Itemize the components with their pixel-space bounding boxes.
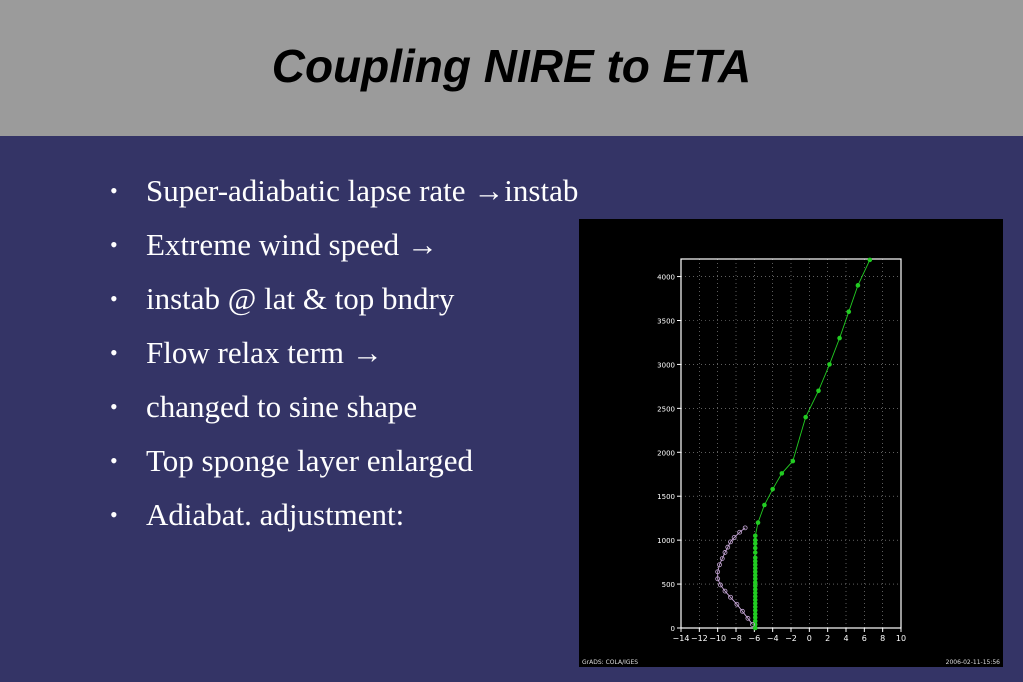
data-point [752, 545, 758, 551]
data-point [752, 576, 758, 582]
data-point [762, 502, 767, 508]
data-point [752, 611, 758, 617]
bullet-marker: • [110, 340, 118, 365]
data-point [752, 604, 758, 610]
y-tick-label: 3000 [657, 361, 675, 369]
bullet-marker: • [110, 178, 118, 203]
x-tick-label: −8 [730, 634, 742, 643]
bullet-marker: • [110, 448, 118, 473]
data-point [717, 562, 722, 568]
data-point [715, 576, 721, 582]
x-tick-label: −6 [748, 634, 760, 643]
footer-left-label: GrADS: COLA/IGES [582, 659, 638, 666]
data-point [803, 414, 808, 420]
bullet-text: Flow relax term → [146, 335, 383, 370]
x-tick-label: −4 [767, 634, 779, 643]
bullet-marker: • [110, 232, 118, 257]
profile-plot-svg: −14 −12 −10 −8 −6 −4 −2 0 2 4 6 8 10 0 500 1000 1500 2000… [582, 257, 1001, 666]
data-point [752, 580, 758, 585]
data-point [718, 582, 723, 588]
y-tick-label: 1000 [657, 537, 675, 545]
x-tick-label: 4 [843, 634, 848, 643]
data-point [755, 520, 761, 525]
data-point [752, 587, 758, 592]
x-tick-label: −12 [691, 634, 708, 643]
data-point [867, 257, 873, 263]
footer-right-label: 2006-02-11-15:56 [946, 659, 1001, 666]
data-point [752, 608, 758, 613]
slide-title: Coupling NIRE to ETA [271, 40, 752, 92]
x-tick-label: 2 [825, 634, 830, 643]
data-point [752, 569, 758, 575]
x-tick-label: 6 [862, 634, 867, 643]
data-point [734, 601, 740, 607]
title-bar [0, 0, 1023, 136]
data-point [779, 471, 785, 476]
data-point [725, 544, 731, 550]
data-point [752, 562, 758, 568]
x-tick-label: 10 [896, 634, 906, 643]
data-point [752, 594, 758, 599]
y-tick-label: 500 [662, 581, 675, 589]
bullet-marker: • [110, 286, 118, 311]
y-tick-label: 1500 [657, 493, 675, 501]
bullet-text: Top sponge layer enlarged [146, 443, 473, 478]
x-tick-label: −14 [673, 634, 690, 643]
data-point [752, 590, 758, 596]
data-point [752, 541, 758, 546]
data-point [752, 601, 758, 606]
y-tick-label: 3500 [657, 318, 675, 326]
data-point [752, 533, 758, 539]
x-tick-label: −2 [785, 634, 797, 643]
data-point [752, 625, 758, 631]
data-point [719, 556, 725, 561]
bullet-text: Adiabat. adjustment: [146, 497, 405, 532]
bullet-marker: • [110, 502, 118, 527]
data-point [742, 525, 748, 531]
bullet-text: Extreme wind speed → [146, 227, 438, 262]
data-point [752, 558, 758, 564]
data-point [740, 608, 745, 614]
data-point [752, 615, 758, 620]
data-point [816, 388, 821, 394]
y-tick-label: 2000 [657, 449, 675, 457]
x-tick-label: 0 [807, 634, 812, 643]
data-point [722, 588, 728, 594]
data-point [855, 283, 861, 288]
data-point [745, 615, 751, 621]
data-point [827, 362, 832, 367]
data-point [752, 550, 758, 555]
data-point [752, 597, 758, 603]
x-tick-label: 8 [880, 634, 885, 643]
y-tick-label: 4000 [657, 274, 675, 282]
data-point [731, 535, 737, 540]
y-tick-label: 0 [671, 625, 675, 633]
bullet-marker: • [110, 394, 118, 419]
bullet-text: instab @ lat & top bndry [146, 281, 455, 316]
data-point [770, 486, 775, 492]
data-point [752, 565, 758, 571]
data-point [846, 309, 852, 315]
data-point [728, 594, 733, 600]
data-point [750, 622, 755, 627]
data-point [752, 583, 758, 589]
x-tick-label: −10 [709, 634, 726, 643]
data-point [715, 569, 721, 575]
data-point [790, 458, 796, 464]
data-point [837, 335, 842, 341]
data-point [752, 572, 758, 578]
bullet-text: Super-adiabatic lapse rate →instab [146, 173, 579, 208]
data-point [752, 555, 758, 561]
bullet-text: changed to sine shape [146, 389, 418, 424]
data-point [737, 529, 743, 535]
y-tick-label: 2500 [657, 405, 675, 413]
data-point [752, 618, 758, 624]
data-point [728, 539, 733, 545]
data-point [752, 537, 758, 543]
series-line-2 [717, 527, 753, 625]
profile-plot: −14 −12 −10 −8 −6 −4 −2 0 2 4 6 8 10 0 500 1000 1500 2000… [579, 219, 1003, 667]
data-point [722, 550, 728, 555]
